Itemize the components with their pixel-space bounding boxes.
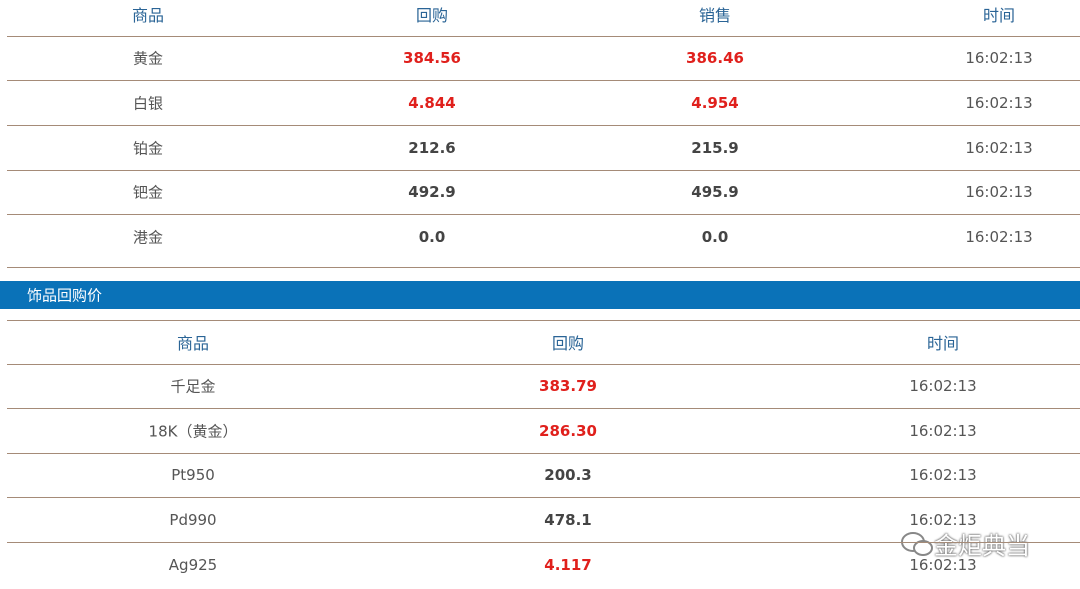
price: 0.0 xyxy=(701,228,729,247)
row-divider xyxy=(7,124,1080,126)
column-header: 回购 xyxy=(415,6,449,25)
price: 383.79 xyxy=(539,377,597,395)
price: 386.46 xyxy=(686,49,744,67)
watermark-icon xyxy=(901,531,933,556)
price: 212.6 xyxy=(408,138,456,157)
section-bar: 饰品回购价 xyxy=(0,281,1080,309)
price: 215.9 xyxy=(691,138,739,157)
watermark-text: 金炬典当 xyxy=(934,532,1030,560)
time: 16:02:13 xyxy=(965,228,1033,247)
product-name: Ag925 xyxy=(168,555,218,574)
row-divider xyxy=(7,169,1080,171)
row-divider xyxy=(7,320,1080,321)
row-divider xyxy=(7,36,1080,37)
column-header: 销售 xyxy=(698,6,732,25)
time: 16:02:13 xyxy=(909,511,977,530)
row-divider xyxy=(7,364,1080,365)
product-name: 千足金 xyxy=(170,377,216,396)
product-name: 铂金 xyxy=(132,139,164,158)
product-name: 港金 xyxy=(132,228,164,247)
price: 492.9 xyxy=(408,183,456,202)
time: 16:02:13 xyxy=(965,93,1033,112)
column-header: 时间 xyxy=(926,334,960,353)
product-name: 白银 xyxy=(132,94,164,113)
price: 286.30 xyxy=(539,421,597,440)
price: 0.0 xyxy=(418,228,446,247)
price: 478.1 xyxy=(544,511,592,530)
row-divider xyxy=(7,214,1080,216)
price: 200.3 xyxy=(544,466,592,485)
time: 16:02:13 xyxy=(909,421,977,440)
row-divider xyxy=(7,452,1080,454)
row-divider xyxy=(7,267,1080,269)
time: 16:02:13 xyxy=(909,377,977,395)
price: 4.844 xyxy=(408,93,456,112)
row-divider xyxy=(7,80,1080,81)
product-name: Pd990 xyxy=(169,511,217,530)
column-header: 时间 xyxy=(982,6,1016,25)
row-divider xyxy=(7,497,1080,499)
time: 16:02:13 xyxy=(965,138,1033,157)
column-header: 商品 xyxy=(131,6,165,25)
column-header: 商品 xyxy=(176,334,210,353)
column-header: 回购 xyxy=(551,334,585,353)
product-name: 钯金 xyxy=(132,183,164,202)
time: 16:02:13 xyxy=(909,466,977,485)
price: 4.954 xyxy=(691,93,739,112)
product-name: 黄金 xyxy=(132,49,164,68)
watermark: 金炬典当 xyxy=(900,526,1030,561)
price: 495.9 xyxy=(691,183,739,202)
product-name: 18K（黄金） xyxy=(148,422,238,441)
row-divider xyxy=(7,408,1080,409)
row-divider xyxy=(7,542,1080,544)
time: 16:02:13 xyxy=(965,49,1033,67)
time: 16:02:13 xyxy=(909,555,977,574)
price: 384.56 xyxy=(403,49,461,67)
section-title: 饰品回购价 xyxy=(27,286,103,305)
price: 4.117 xyxy=(544,555,592,574)
product-name: Pt950 xyxy=(171,466,215,485)
time: 16:02:13 xyxy=(965,183,1033,202)
